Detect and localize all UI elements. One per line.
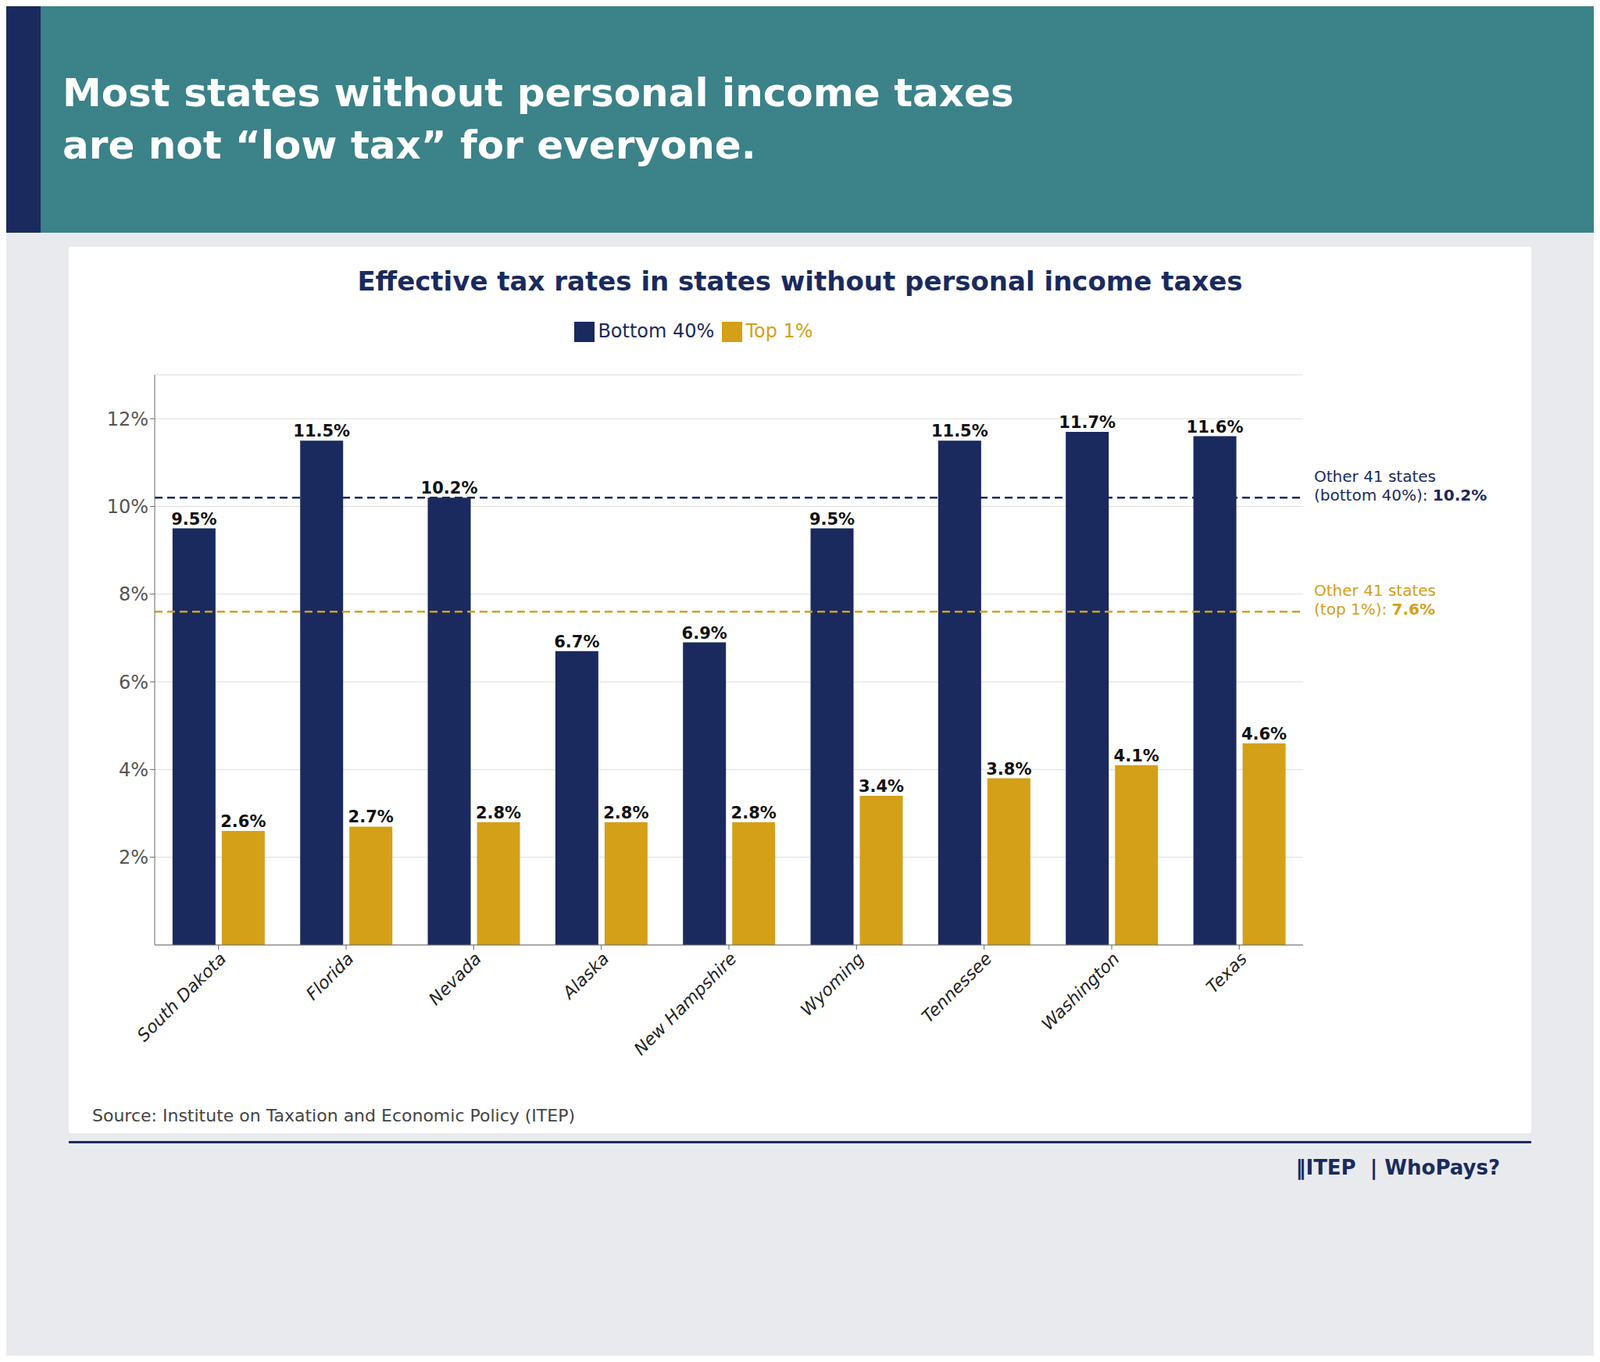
html-text:Source: Institute on Taxation: Source: Institute on Taxation and Econom…: [92, 1106, 575, 1126]
svg-text:Other 41 states: Other 41 states: [1314, 467, 1436, 486]
svg-text:9.5%: 9.5%: [809, 510, 855, 529]
svg-text:Wyoming: Wyoming: [796, 949, 868, 1021]
svg-text:Tennessee: Tennessee: [917, 949, 996, 1027]
svg-text:2.6%: 2.6%: [220, 812, 266, 832]
svg-text:11.5%: 11.5%: [292, 421, 350, 441]
svg-text:2.8%: 2.8%: [731, 803, 777, 823]
svg-text:2.8%: 2.8%: [603, 803, 649, 823]
svg-text:2.7%: 2.7%: [348, 807, 394, 827]
svg-text:6.9%: 6.9%: [682, 624, 728, 643]
html-text:‖ITEP | WhoPays?: ‖ITEP | WhoPays?: [1295, 1156, 1500, 1180]
svg-text:Texas: Texas: [1202, 949, 1251, 998]
svg-text:3.8%: 3.8%: [985, 760, 1032, 779]
svg-text:8%: 8%: [118, 583, 149, 606]
svg-text:6%: 6%: [118, 671, 149, 694]
svg-text:9.5%: 9.5%: [171, 510, 217, 529]
svg-text:11.6%: 11.6%: [1186, 417, 1244, 437]
html-text:Bottom 40%: Bottom 40%: [597, 320, 715, 343]
svg-text:11.5%: 11.5%: [931, 421, 989, 441]
svg-text:Alaska: Alaska: [557, 949, 613, 1004]
svg-text:(top 1%): 7.6%: (top 1%): 7.6%: [1314, 600, 1436, 619]
svg-text:10.2%: 10.2%: [421, 478, 479, 498]
html-text:Most states without personal i: Most states without personal income taxe…: [62, 69, 1014, 168]
html-text:Effective tax rates in states: Effective tax rates in states without pe…: [357, 265, 1243, 297]
svg-text:New Hampshire: New Hampshire: [630, 949, 741, 1060]
svg-text:2.8%: 2.8%: [475, 803, 522, 823]
svg-text:Nevada: Nevada: [425, 949, 486, 1010]
svg-text:Washington: Washington: [1037, 949, 1123, 1035]
svg-text:6.7%: 6.7%: [553, 632, 600, 652]
svg-text:2%: 2%: [118, 846, 149, 869]
svg-text:Other 41 states: Other 41 states: [1314, 581, 1436, 600]
svg-text:10%: 10%: [107, 496, 149, 518]
svg-text:12%: 12%: [107, 408, 149, 431]
svg-text:4.6%: 4.6%: [1241, 725, 1287, 744]
html-text:Top 1%: Top 1%: [745, 320, 813, 343]
svg-text:Florida: Florida: [302, 949, 358, 1005]
svg-text:4%: 4%: [118, 759, 149, 782]
svg-text:11.7%: 11.7%: [1058, 413, 1116, 433]
svg-text:South Dakota: South Dakota: [133, 949, 231, 1047]
svg-text:3.4%: 3.4%: [858, 777, 904, 797]
svg-text:(bottom 40%): 10.2%: (bottom 40%): 10.2%: [1314, 485, 1487, 505]
svg-text:4.1%: 4.1%: [1114, 746, 1160, 766]
